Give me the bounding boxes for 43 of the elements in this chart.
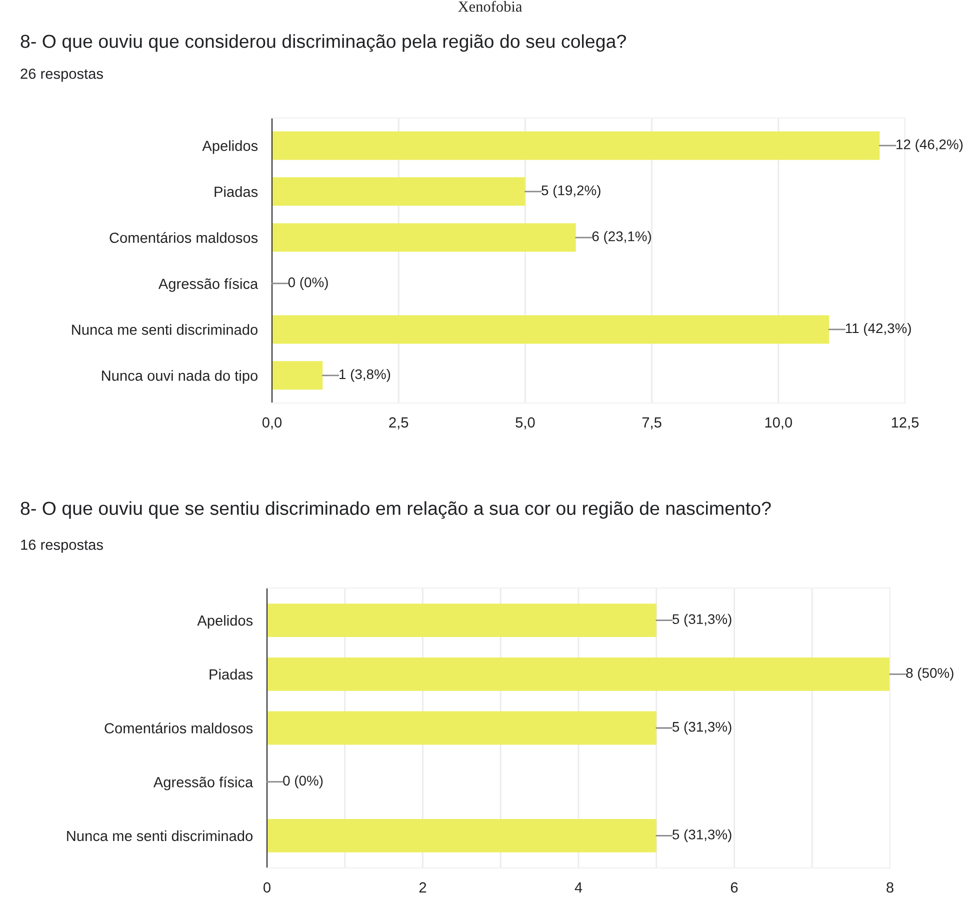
y-tick-label: Agressão física bbox=[153, 776, 254, 790]
bar bbox=[272, 177, 526, 206]
y-tick-label: Agressão física bbox=[158, 278, 258, 292]
x-tick-label: 6 bbox=[730, 882, 738, 893]
bar bbox=[272, 223, 576, 252]
x-tick-label: 12,5 bbox=[892, 417, 919, 430]
y-tick-label: Nunca ouvi nada do tipo bbox=[102, 370, 258, 384]
text: Xenofobia bbox=[458, 0, 522, 12]
text: 16 respostas bbox=[21, 540, 103, 553]
y-tick-label: Apelidos bbox=[202, 140, 258, 154]
y-tick-label: Nunca me senti discriminado bbox=[67, 830, 253, 842]
y-tick-label: Piadas bbox=[210, 668, 253, 680]
data-label: 5 (31,3%) bbox=[672, 614, 732, 627]
x-tick-label: 4 bbox=[574, 882, 582, 892]
data-label: 1 (3,8%) bbox=[340, 368, 390, 382]
data-label: 0 (0%) bbox=[283, 775, 323, 788]
data-label: 5 (19,2%) bbox=[542, 185, 600, 198]
x-tick-label: 0,0 bbox=[262, 417, 282, 430]
data-label: 8 (50%) bbox=[906, 668, 954, 681]
bar bbox=[272, 131, 880, 160]
x-tick-label: 10,0 bbox=[765, 417, 792, 430]
chart-title: 8- O que ouviu que considerou discriminação pela região do seu colega? bbox=[20, 34, 626, 52]
x-tick-label: 8 bbox=[886, 882, 894, 893]
text: 26 respostas bbox=[20, 68, 103, 82]
bar bbox=[272, 361, 323, 390]
data-label: 5 (31,3%) bbox=[672, 829, 732, 842]
x-tick-label: 5,0 bbox=[516, 417, 535, 430]
data-label: 6 (23,1%) bbox=[592, 231, 652, 244]
y-tick-label: Comentários maldosos bbox=[104, 722, 253, 734]
data-label: 11 (42,3%) bbox=[846, 322, 911, 336]
y-tick-label: Comentários maldosos bbox=[110, 232, 258, 243]
data-label: 0 (0%) bbox=[288, 277, 328, 290]
bar bbox=[272, 315, 830, 344]
data-label: 5 (31,3%) bbox=[672, 722, 732, 734]
x-tick-label: 7,5 bbox=[642, 417, 662, 430]
y-tick-label: Nunca me senti discriminado bbox=[72, 324, 258, 335]
y-tick-label: Apelidos bbox=[197, 615, 253, 629]
x-tick-label: 2 bbox=[419, 882, 426, 892]
y-tick-label: Piadas bbox=[214, 186, 258, 197]
x-tick-label: 0 bbox=[264, 882, 270, 893]
x-tick-label: 2,5 bbox=[389, 417, 408, 430]
data-label: 12 (46,2%) bbox=[896, 139, 963, 152]
chart-title: 8- O que ouviu que se sentiu discriminado em relação a sua cor ou região de nascimento? bbox=[20, 501, 771, 519]
